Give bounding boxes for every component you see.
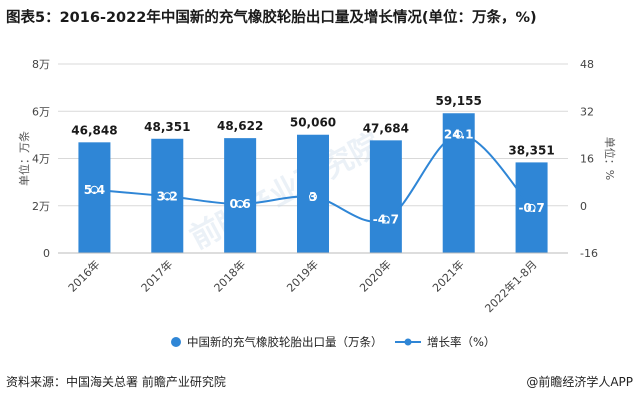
line-value-label: 24.1 — [444, 128, 474, 142]
growth-rate-point — [527, 203, 536, 212]
right-tick-label: 32 — [580, 105, 594, 118]
right-tick-label: -16 — [580, 247, 598, 260]
bar — [78, 142, 111, 253]
growth-rate-point — [163, 192, 172, 201]
chart-title: 图表5：2016-2022年中国新的充气橡胶轮胎出口量及增长情况(单位：万条，%… — [6, 10, 537, 26]
bar — [369, 140, 402, 253]
category-label: 2016年 — [65, 257, 102, 294]
line-value-label: -0.7 — [518, 201, 544, 215]
line-value-label: 3 — [309, 190, 317, 204]
category-label: 2019年 — [284, 257, 321, 294]
bar-value-label: 50,060 — [290, 116, 336, 130]
legend-bar-label: 中国新的充气橡胶轮胎出口量（万条） — [187, 335, 383, 349]
left-axis-title: 单位：万条 — [17, 131, 31, 186]
legend-line-dot — [404, 338, 412, 346]
bar-value-label: 48,622 — [217, 119, 263, 133]
line-value-label: 3.2 — [157, 189, 178, 203]
source-note: 资料来源：中国海关总署 前瞻产业研究院 — [6, 375, 226, 389]
bar-value-label: 47,684 — [363, 121, 409, 135]
left-tick-label: 4万 — [32, 153, 50, 166]
line-value-label: 5.4 — [84, 183, 105, 197]
growth-rate-point — [381, 215, 390, 224]
bar — [224, 138, 257, 253]
left-tick-label: 0 — [43, 247, 50, 260]
category-label: 2020年 — [357, 257, 394, 294]
category-label: 2021年 — [429, 257, 466, 294]
bar-value-label: 48,351 — [144, 120, 190, 134]
right-tick-label: 0 — [580, 200, 587, 213]
category-label: 2018年 — [211, 257, 248, 294]
category-label: 2017年 — [138, 257, 175, 294]
watermark: 前瞻产业研究院 — [185, 127, 387, 256]
growth-rate-point — [309, 192, 317, 201]
line-value-label: -4.7 — [373, 213, 399, 227]
growth-rate-point — [454, 130, 463, 139]
left-tick-label: 2万 — [32, 200, 50, 213]
left-tick-label: 6万 — [32, 105, 50, 118]
category-label: 2022年1-8月 — [482, 257, 540, 315]
growth-rate-point — [90, 185, 99, 194]
bar-value-label: 59,155 — [436, 94, 482, 108]
right-tick-label: 48 — [580, 58, 594, 71]
right-tick-label: 16 — [580, 153, 594, 166]
bar-value-label: 46,848 — [71, 123, 117, 137]
right-axis-title: 单位：% — [603, 137, 617, 180]
legend-line-label: 增长率（%） — [427, 335, 495, 349]
growth-rate-point — [236, 199, 245, 208]
bar-value-label: 38,351 — [508, 143, 554, 157]
legend-bar-marker — [171, 337, 181, 347]
line-value-label: 0.6 — [230, 197, 251, 211]
left-tick-label: 8万 — [32, 58, 50, 71]
brand-credit: @前瞻经济学人APP — [526, 375, 633, 389]
